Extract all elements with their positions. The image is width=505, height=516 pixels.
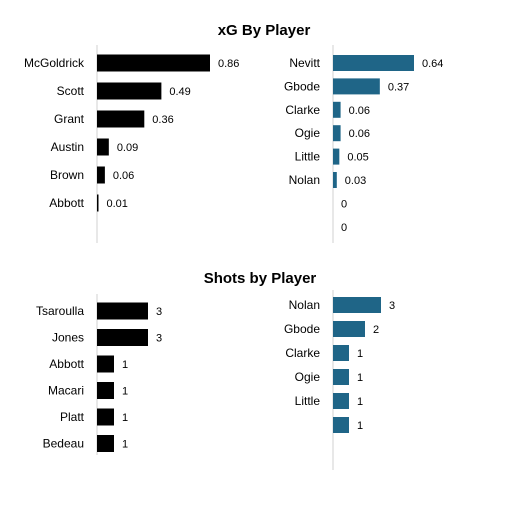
shots-home-category-label: Bedeau (43, 437, 84, 451)
xg-away-value-label: 0.05 (347, 152, 368, 164)
shots-home-bar (97, 302, 148, 320)
shots-home-category-label: Abbott (49, 357, 84, 371)
xg-away-bar (333, 172, 337, 188)
shots-home-category-label: Macari (48, 384, 84, 398)
shots-home-bar (97, 329, 148, 346)
shots-home-value-label: 1 (122, 412, 128, 424)
shots-away-bar (333, 417, 349, 433)
shots-home-value-label: 3 (156, 306, 162, 318)
shots-away-category-label: Clarke (285, 346, 320, 360)
shots-away-bar (333, 321, 365, 337)
shots-away-bar (333, 369, 349, 385)
xg-home-value-label: 0.09 (117, 142, 138, 154)
xg-home-bar (97, 166, 105, 184)
xg-away-bar (333, 101, 341, 118)
xg-away-value-label: 0.64 (422, 58, 443, 70)
shots-home-bar (97, 382, 114, 399)
shots-away-value-label: 1 (357, 420, 363, 432)
shots-home-category-label: Tsaroulla (36, 304, 84, 318)
shots-home-panel: Tsaroulla 3 Jones 3 Abbott 1 Macari 1 Platt 1 Bede… (36, 294, 162, 455)
xg-away-category-label: Ogie (295, 126, 321, 140)
xg-away-value-label: 0 (341, 198, 347, 210)
xg-away-category-label: Nolan (289, 173, 320, 187)
shots-away-panel: Nolan 3 Gbode 2 Clarke 1 Ogie 1 Little 1 1 (284, 290, 395, 470)
xg-home-category-label: Brown (50, 168, 84, 182)
shots-home-value-label: 1 (122, 439, 128, 451)
xg-home-value-label: 0.36 (152, 114, 173, 126)
xg-home-panel: McGoldrick 0.86 Scott 0.49 Grant 0.36 Austin 0.… (24, 45, 239, 243)
xg-home-bar (97, 138, 109, 156)
shots-away-category-label: Little (295, 394, 321, 408)
xg-home-bar (97, 82, 162, 100)
xg-away-category-label: Gbode (284, 79, 320, 93)
shots-home-bar (97, 435, 114, 452)
xg-home-category-label: Austin (51, 140, 84, 154)
shots-home-bar (97, 408, 114, 426)
xg-away-value-label: 0.06 (349, 105, 370, 117)
shots-away-bar (333, 393, 349, 409)
shots-away-category-label: Gbode (284, 322, 320, 336)
xg-home-value-label: 0.01 (107, 198, 128, 210)
xg-away-value-label: 0.06 (349, 128, 370, 140)
xg-home-category-label: Grant (54, 112, 85, 126)
xg-away-value-label: 0.37 (388, 81, 409, 93)
xg-home-value-label: 0.06 (113, 170, 134, 182)
xg-away-bar (333, 78, 380, 95)
shots-away-bar (333, 345, 349, 361)
xg-away-category-label: Clarke (285, 103, 320, 117)
shots-home-value-label: 1 (122, 386, 128, 398)
shots-away-value-label: 3 (389, 300, 395, 312)
xg-home-bar (97, 110, 145, 128)
shots-home-category-label: Platt (60, 410, 85, 424)
xg-home-category-label: Scott (57, 84, 85, 98)
xg-home-value-label: 0.86 (218, 58, 239, 70)
shots-away-value-label: 1 (357, 372, 363, 384)
shots-home-category-label: Jones (52, 331, 84, 345)
shots-home-bar (97, 355, 114, 373)
xg-home-category-label: McGoldrick (24, 56, 85, 70)
xg-away-bar (333, 55, 414, 71)
xg-home-category-label: Abbott (49, 196, 84, 210)
shots-away-category-label: Ogie (295, 370, 321, 384)
xg-home-bar (97, 54, 210, 72)
shots-away-category-label: Nolan (289, 298, 320, 312)
xg-away-value-label: 0 (341, 222, 347, 234)
xg-away-value-label: 0.03 (345, 175, 366, 187)
xg-home-value-label: 0.49 (169, 86, 190, 98)
xg-away-category-label: Little (295, 150, 321, 164)
shots-away-value-label: 1 (357, 396, 363, 408)
shots-home-value-label: 3 (156, 333, 162, 345)
xg-away-bar (333, 125, 341, 142)
xg-away-bar (333, 148, 340, 165)
xg-home-bar (97, 194, 99, 212)
shots-chart-title: Shots by Player (204, 270, 317, 287)
shots-away-value-label: 1 (357, 348, 363, 360)
xg-chart-title: xG By Player (218, 22, 311, 39)
shots-home-value-label: 1 (122, 359, 128, 371)
shots-away-value-label: 2 (373, 324, 379, 336)
xg-away-panel: Nevitt 0.64 Gbode 0.37 Clarke 0.06 Ogie 0.06 Lit… (284, 45, 443, 243)
shots-away-bar (333, 297, 381, 313)
xg-away-category-label: Nevitt (289, 56, 320, 70)
